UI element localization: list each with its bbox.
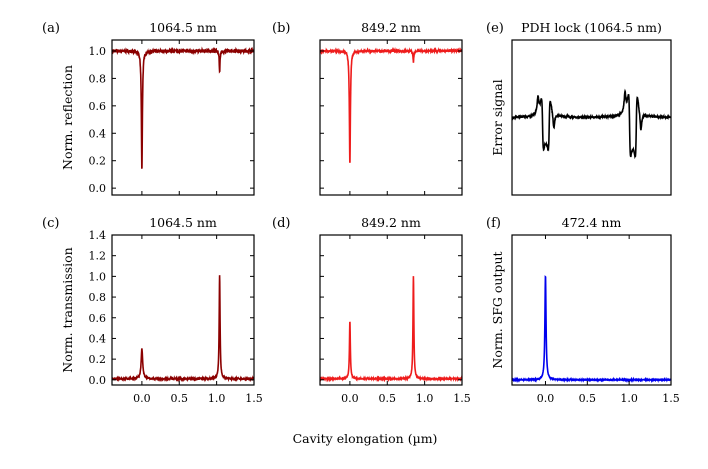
series-line bbox=[320, 46, 462, 163]
plot-frame bbox=[111, 234, 255, 386]
y-axis-label: Error signal bbox=[490, 79, 505, 155]
y-tick-label: 0.8 bbox=[89, 291, 107, 304]
panel-f: 0.0 0.5 1.0 1.5 472.4 nm (f) Norm. SFG output bbox=[486, 215, 680, 405]
x-tick-label: 0.5 bbox=[579, 392, 597, 405]
x-tick-label: 1.0 bbox=[620, 392, 638, 405]
plot-frame bbox=[511, 234, 672, 386]
plot-frame bbox=[319, 39, 463, 196]
series-line bbox=[512, 88, 671, 160]
x-tick-label: 0.0 bbox=[537, 392, 555, 405]
panel-c: 0.0 0.5 1.0 1.5 0.0 0.2 0.4 0.6 0.8 1.0 1.2 1.4 1064… bbox=[42, 215, 263, 405]
panel-label: (c) bbox=[42, 216, 59, 231]
x-tick-label: 1.0 bbox=[208, 392, 226, 405]
y-axis-label: Norm. reflection bbox=[60, 65, 75, 170]
shared-x-axis-label: Cavity elongation (µm) bbox=[293, 431, 438, 446]
panel-label: (d) bbox=[272, 216, 290, 231]
x-tick-label: 0.0 bbox=[341, 392, 359, 405]
x-tick-label: 0.5 bbox=[171, 392, 189, 405]
panel-label: (a) bbox=[42, 21, 60, 36]
panel-title: PDH lock (1064.5 nm) bbox=[521, 20, 662, 35]
x-tick-label: 1.0 bbox=[416, 392, 434, 405]
y-tick-label: 0.6 bbox=[89, 312, 107, 325]
panel-e: PDH lock (1064.5 nm) (e) Error signal bbox=[486, 20, 672, 196]
y-tick-label: 1.4 bbox=[89, 229, 107, 242]
y-tick-label: 0.2 bbox=[89, 353, 107, 366]
y-tick-label: 0.0 bbox=[89, 374, 107, 387]
panel-title: 472.4 nm bbox=[562, 215, 622, 230]
y-axis-label: Norm. transmission bbox=[60, 247, 75, 372]
panel-label: (f) bbox=[486, 216, 501, 231]
panel-a: 0.0 0.2 0.4 0.6 0.8 1.0 1064.5 nm (a) Norm. refl… bbox=[42, 20, 255, 196]
series-line bbox=[112, 46, 254, 169]
y-tick-label: 0.6 bbox=[89, 100, 107, 113]
plot-frame bbox=[511, 39, 672, 196]
plot-frame bbox=[111, 39, 255, 196]
panel-title: 1064.5 nm bbox=[149, 215, 217, 230]
y-axis-label: Norm. SFG output bbox=[490, 251, 505, 368]
y-tick-label: 0.4 bbox=[89, 127, 107, 140]
series-line bbox=[320, 276, 462, 383]
y-tick-label: 1.0 bbox=[89, 45, 107, 58]
series-line bbox=[112, 275, 254, 383]
panel-title: 849.2 nm bbox=[361, 20, 421, 35]
x-tick-label: 1.5 bbox=[662, 392, 680, 405]
x-tick-label: 1.5 bbox=[245, 392, 263, 405]
x-tick-label: 0.0 bbox=[133, 392, 151, 405]
panel-label: (b) bbox=[272, 21, 290, 36]
x-tick-label: 0.5 bbox=[379, 392, 397, 405]
y-tick-label: 1.2 bbox=[89, 250, 107, 263]
panel-title: 1064.5 nm bbox=[149, 20, 217, 35]
panel-b: 849.2 nm (b) bbox=[272, 20, 463, 196]
panel-d: 0.0 0.5 1.0 1.5 849.2 nm (d) bbox=[272, 215, 471, 405]
panel-title: 849.2 nm bbox=[361, 215, 421, 230]
panels: 0.0 0.2 0.4 0.6 0.8 1.0 1064.5 nm (a) Norm. refl… bbox=[42, 20, 680, 405]
y-tick-label: 0.4 bbox=[89, 332, 107, 345]
x-tick-label: 1.5 bbox=[453, 392, 471, 405]
panel-label: (e) bbox=[486, 21, 504, 36]
y-tick-label: 0.2 bbox=[89, 155, 107, 168]
y-tick-label: 1.0 bbox=[89, 270, 107, 283]
plot-frame bbox=[319, 234, 463, 386]
series-line bbox=[512, 275, 671, 384]
y-tick-label: 0.8 bbox=[89, 72, 107, 85]
y-tick-label: 0.0 bbox=[89, 182, 107, 195]
